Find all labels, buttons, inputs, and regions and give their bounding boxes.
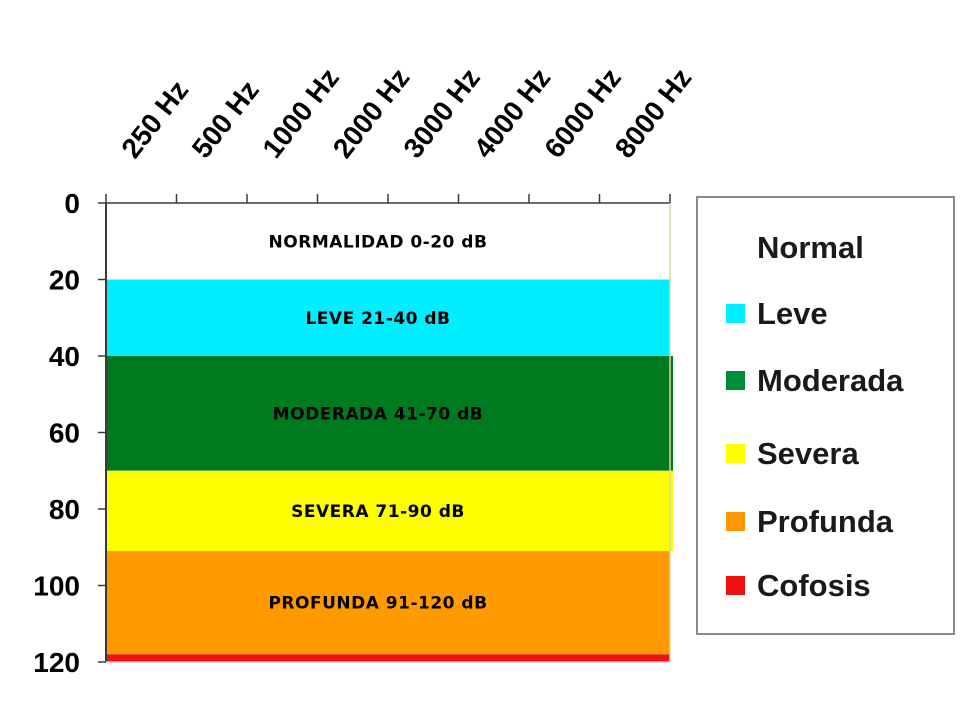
band-label-profunda: PROFUNDA 91-120 dB [268, 594, 487, 614]
band-label-normal: NORMALIDAD 0-20 dB [269, 232, 488, 252]
x-tick-label: 250 Hz [115, 75, 194, 164]
band-moderada [106, 356, 673, 471]
legend-label-normal: Normal [757, 230, 864, 265]
y-tick-label: 20 [49, 265, 80, 296]
y-tick-label: 60 [49, 418, 80, 449]
band-leve [106, 279, 670, 356]
x-tick-label: 8000 Hz [609, 62, 698, 163]
y-tick-label: 80 [49, 494, 80, 525]
legend-box [696, 196, 955, 635]
y-tick-label: 0 [64, 188, 80, 219]
legend-swatch-profunda [726, 512, 745, 531]
legend-label-moderada: Moderada [757, 363, 904, 398]
legend-swatch-cofosis [726, 576, 745, 595]
legend-label-leve: Leve [757, 296, 828, 331]
legend-label-cofosis: Cofosis [757, 568, 871, 603]
band-profunda [106, 551, 670, 655]
band-severa [106, 470, 673, 552]
band-label-leve: LEVE 21-40 dB [305, 309, 450, 329]
band-cofosis [106, 654, 670, 662]
legend-swatch-leve [726, 304, 745, 323]
band-label-moderada: MODERADA 41-70 dB [273, 404, 483, 424]
y-tick-label: 40 [49, 341, 80, 372]
legend-swatch-severa [726, 444, 745, 463]
x-tick-label: 500 Hz [186, 75, 265, 164]
band-normal [106, 203, 670, 280]
band-label-severa: SEVERA 71-90 dB [291, 502, 465, 522]
legend-swatch-normal [726, 238, 745, 257]
y-tick-label: 100 [33, 571, 80, 602]
legend-label-severa: Severa [757, 436, 859, 471]
legend-swatch-moderada [726, 371, 745, 390]
y-tick-label: 120 [33, 647, 80, 678]
legend: Normal Leve Moderada Severa Profunda Cofosis [696, 196, 955, 635]
legend-label-profunda: Profunda [757, 504, 894, 539]
bands-layer: NORMALIDAD 0-20 dB LEVE 21-40 dB MODERADA … [106, 203, 673, 662]
